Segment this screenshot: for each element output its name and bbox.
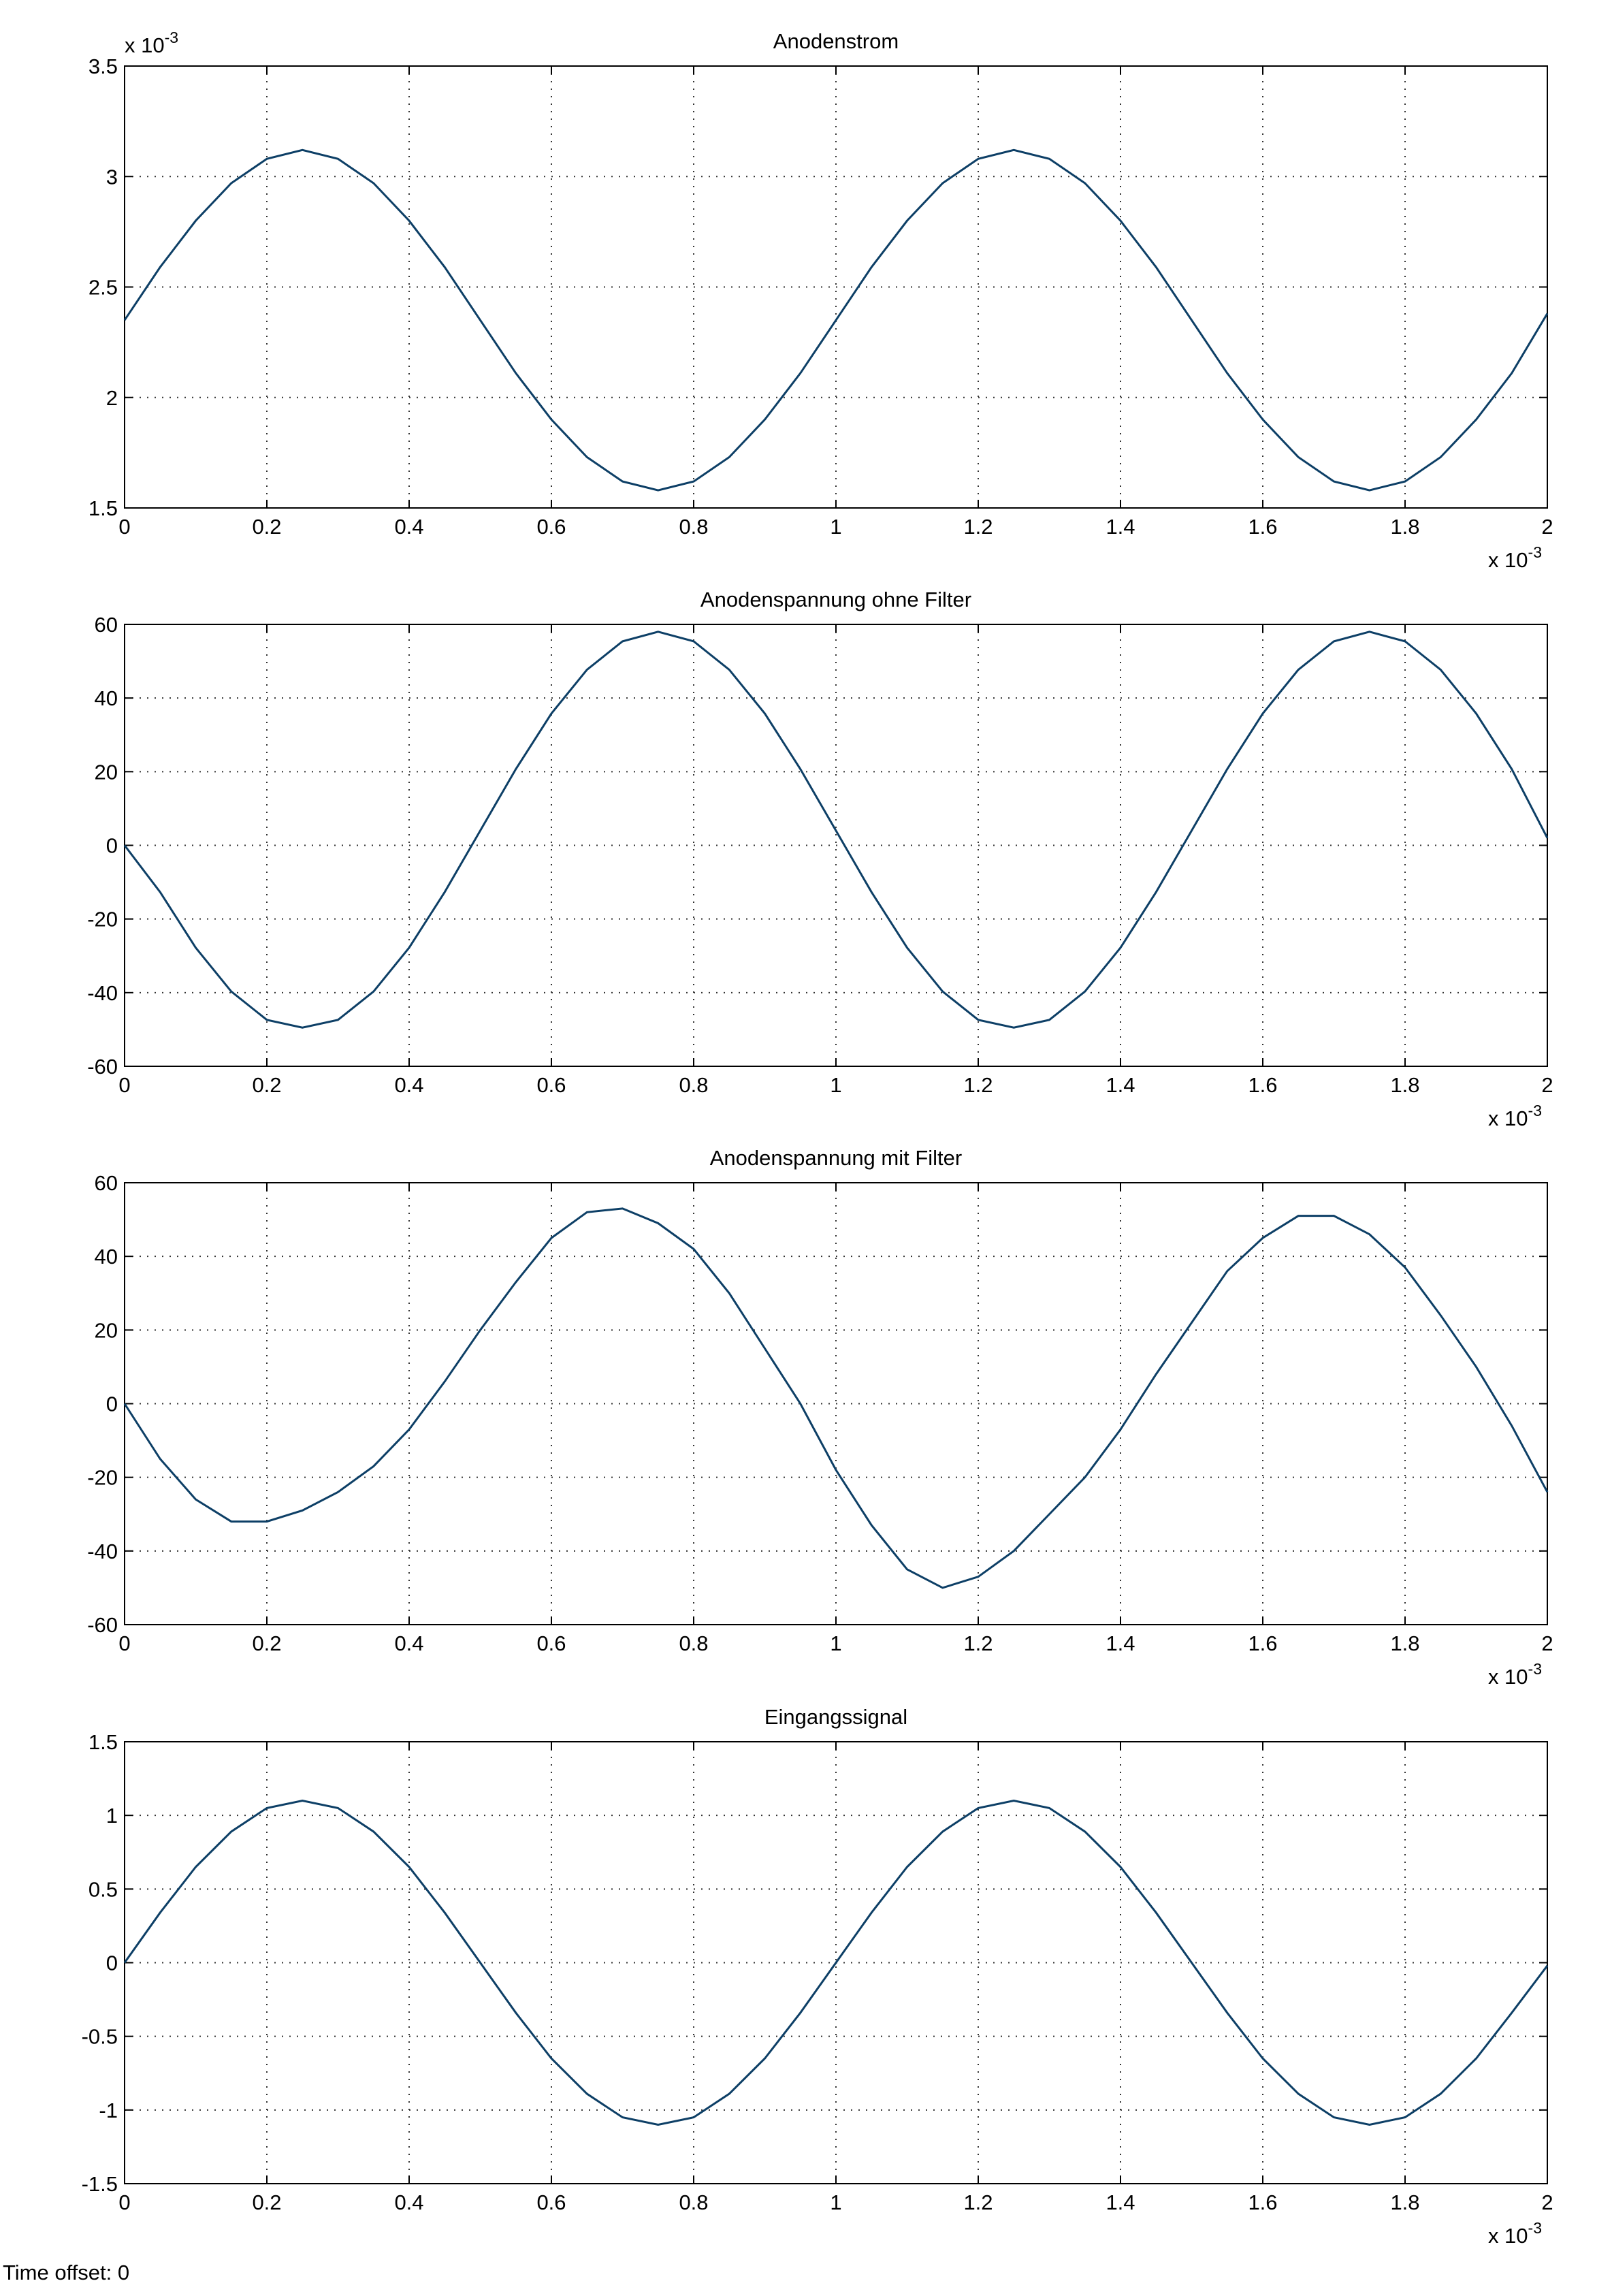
y-tick-label: -0.5 — [82, 2025, 118, 2049]
x-tick-label: 2 — [1541, 1073, 1553, 1097]
x-tick-label: 0 — [118, 1631, 130, 1655]
x-tick-label: 1.2 — [963, 2190, 993, 2214]
y-tick-label: 40 — [95, 686, 118, 710]
x-tick-label: 1.2 — [963, 1073, 993, 1097]
multiplier-exponent: -3 — [1528, 2219, 1542, 2237]
multiplier-base: x 10 — [1488, 2224, 1528, 2248]
multiplier-base: x 10 — [1488, 548, 1528, 572]
x-tick-label: 0.2 — [252, 515, 281, 539]
x-tick-label: 1 — [830, 515, 841, 539]
y-tick-label: -40 — [87, 981, 118, 1005]
x-tick-label: 0.8 — [679, 515, 708, 539]
x-tick-label: 2 — [1541, 515, 1553, 539]
x-tick-label: 0.4 — [394, 515, 423, 539]
multiplier-exponent: -3 — [1528, 543, 1542, 561]
chart-title: Anodenspannung mit Filter — [710, 1146, 963, 1170]
x-tick-label: 0.6 — [536, 1631, 566, 1655]
x-tick-label: 2 — [1541, 2190, 1553, 2214]
x-tick-label: 0.8 — [679, 2190, 708, 2214]
axis-multiplier: x 10-3 — [1488, 2219, 1542, 2248]
y-tick-label: 0 — [106, 834, 118, 858]
x-tick-label: 1 — [830, 1631, 841, 1655]
axis-multiplier: x 10-3 — [125, 29, 178, 57]
y-tick-label: 60 — [95, 613, 118, 637]
y-tick-label: 0 — [106, 1392, 118, 1416]
x-tick-label: 0.6 — [536, 2190, 566, 2214]
x-tick-label: 1.8 — [1390, 1631, 1419, 1655]
multiplier-base: x 10 — [1488, 1665, 1528, 1689]
y-tick-label: 20 — [95, 1318, 118, 1342]
chart-title: Anodenspannung ohne Filter — [700, 588, 971, 611]
x-tick-label: 1.6 — [1248, 515, 1277, 539]
y-tick-label: 40 — [95, 1245, 118, 1269]
x-tick-label: 1.4 — [1106, 1631, 1135, 1655]
x-tick-label: 1.4 — [1106, 2190, 1135, 2214]
x-tick-label: 0.6 — [536, 515, 566, 539]
y-tick-label: -20 — [87, 908, 118, 931]
x-tick-label: 0.4 — [394, 1073, 423, 1097]
data-line — [123, 1800, 1549, 2126]
x-tick-label: 1.2 — [963, 1631, 993, 1655]
y-tick-label: 20 — [95, 760, 118, 784]
y-tick-label: 60 — [95, 1171, 118, 1195]
axis-multiplier: x 10-3 — [1488, 1660, 1542, 1689]
x-tick-label: 1 — [830, 1073, 841, 1097]
x-tick-label: 0.4 — [394, 2190, 423, 2214]
multiplier-base: x 10 — [125, 33, 165, 57]
y-tick-label: -40 — [87, 1540, 118, 1563]
data-line — [123, 631, 1549, 1029]
x-tick-label: 0.6 — [536, 1073, 566, 1097]
x-tick-label: 1.8 — [1390, 2190, 1419, 2214]
x-tick-label: 2 — [1541, 1631, 1553, 1655]
y-tick-label: 0 — [106, 1951, 118, 1975]
x-tick-label: 0.2 — [252, 1073, 281, 1097]
chart-title: Eingangssignal — [764, 1705, 907, 1729]
y-tick-label: -60 — [87, 1613, 118, 1637]
multiplier-exponent: -3 — [165, 29, 178, 46]
x-tick-label: 1.8 — [1390, 1073, 1419, 1097]
y-tick-label: 2 — [106, 386, 118, 410]
data-line — [123, 1207, 1549, 1589]
x-tick-label: 1.4 — [1106, 1073, 1135, 1097]
axis-multiplier: x 10-3 — [1488, 1102, 1542, 1130]
x-tick-label: 1.6 — [1248, 1073, 1277, 1097]
y-tick-label: -60 — [87, 1055, 118, 1079]
axis-multiplier: x 10-3 — [1488, 543, 1542, 572]
y-tick-label: 3.5 — [88, 54, 118, 78]
chart-title: Anodenstrom — [773, 29, 899, 53]
plot-frame — [124, 65, 1548, 509]
x-tick-label: 1.4 — [1106, 515, 1135, 539]
x-tick-label: 1.6 — [1248, 1631, 1277, 1655]
multiplier-base: x 10 — [1488, 1106, 1528, 1130]
x-tick-label: 0.2 — [252, 1631, 281, 1655]
x-tick-label: 0.8 — [679, 1073, 708, 1097]
y-tick-label: 3 — [106, 165, 118, 189]
data-line — [123, 148, 1549, 492]
y-tick-label: 0.5 — [88, 1877, 118, 1901]
x-tick-label: 1.2 — [963, 515, 993, 539]
y-tick-label: 1 — [106, 1804, 118, 1828]
x-tick-label: 1.6 — [1248, 2190, 1277, 2214]
y-tick-label: -1.5 — [82, 2172, 118, 2196]
x-tick-label: 0 — [118, 1073, 130, 1097]
x-tick-label: 0.8 — [679, 1631, 708, 1655]
time-offset: Time offset: 0 — [3, 2261, 129, 2284]
multiplier-exponent: -3 — [1528, 1102, 1542, 1119]
multiplier-exponent: -3 — [1528, 1660, 1542, 1678]
x-tick-label: 0 — [118, 2190, 130, 2214]
y-tick-label: -20 — [87, 1466, 118, 1490]
x-tick-label: 1 — [830, 2190, 841, 2214]
x-tick-label: 0 — [118, 515, 130, 539]
y-tick-label: 1.5 — [88, 1730, 118, 1754]
x-tick-label: 1.8 — [1390, 515, 1419, 539]
x-tick-label: 0.2 — [252, 2190, 281, 2214]
x-tick-label: 0.4 — [394, 1631, 423, 1655]
y-tick-label: -1 — [99, 2099, 118, 2122]
y-tick-label: 2.5 — [88, 276, 118, 300]
y-tick-label: 1.5 — [88, 496, 118, 520]
